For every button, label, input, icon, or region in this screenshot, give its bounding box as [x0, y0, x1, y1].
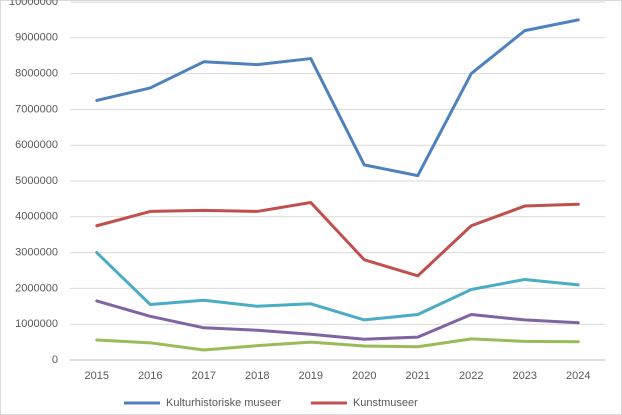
series-line	[95, 200, 580, 278]
y-tick-label: 1000000	[15, 318, 58, 330]
x-tick-label: 2024	[566, 370, 590, 382]
x-tick-label: 2020	[352, 370, 376, 382]
x-tick-label: 2021	[406, 370, 430, 382]
series-line	[95, 337, 580, 352]
legend-label: Kulturhistoriske museer	[166, 397, 281, 409]
x-tick-label: 2016	[138, 370, 162, 382]
y-tick-label: 0	[52, 354, 58, 366]
y-tick-label: 6000000	[15, 139, 58, 151]
x-tick-label: 2018	[245, 370, 269, 382]
legend-label: Kunstmuseer	[353, 397, 418, 409]
y-tick-label: 9000000	[15, 32, 58, 44]
y-tick-label: 8000000	[15, 68, 58, 80]
series-line	[95, 299, 580, 341]
y-tick-label: 4000000	[15, 211, 58, 223]
x-tick-label: 2023	[513, 370, 537, 382]
y-tick-label: 10000000	[9, 0, 58, 8]
x-tick-label: 2019	[299, 370, 323, 382]
x-tick-label: 2022	[459, 370, 483, 382]
y-tick-label: 7000000	[15, 103, 58, 115]
y-tick-label: 5000000	[15, 175, 58, 187]
x-tick-label: 2015	[85, 370, 109, 382]
y-tick-label: 3000000	[15, 247, 58, 259]
y-tick-label: 2000000	[15, 282, 58, 294]
series-line	[95, 18, 580, 178]
x-tick-label: 2017	[192, 370, 216, 382]
series-line	[95, 251, 580, 322]
